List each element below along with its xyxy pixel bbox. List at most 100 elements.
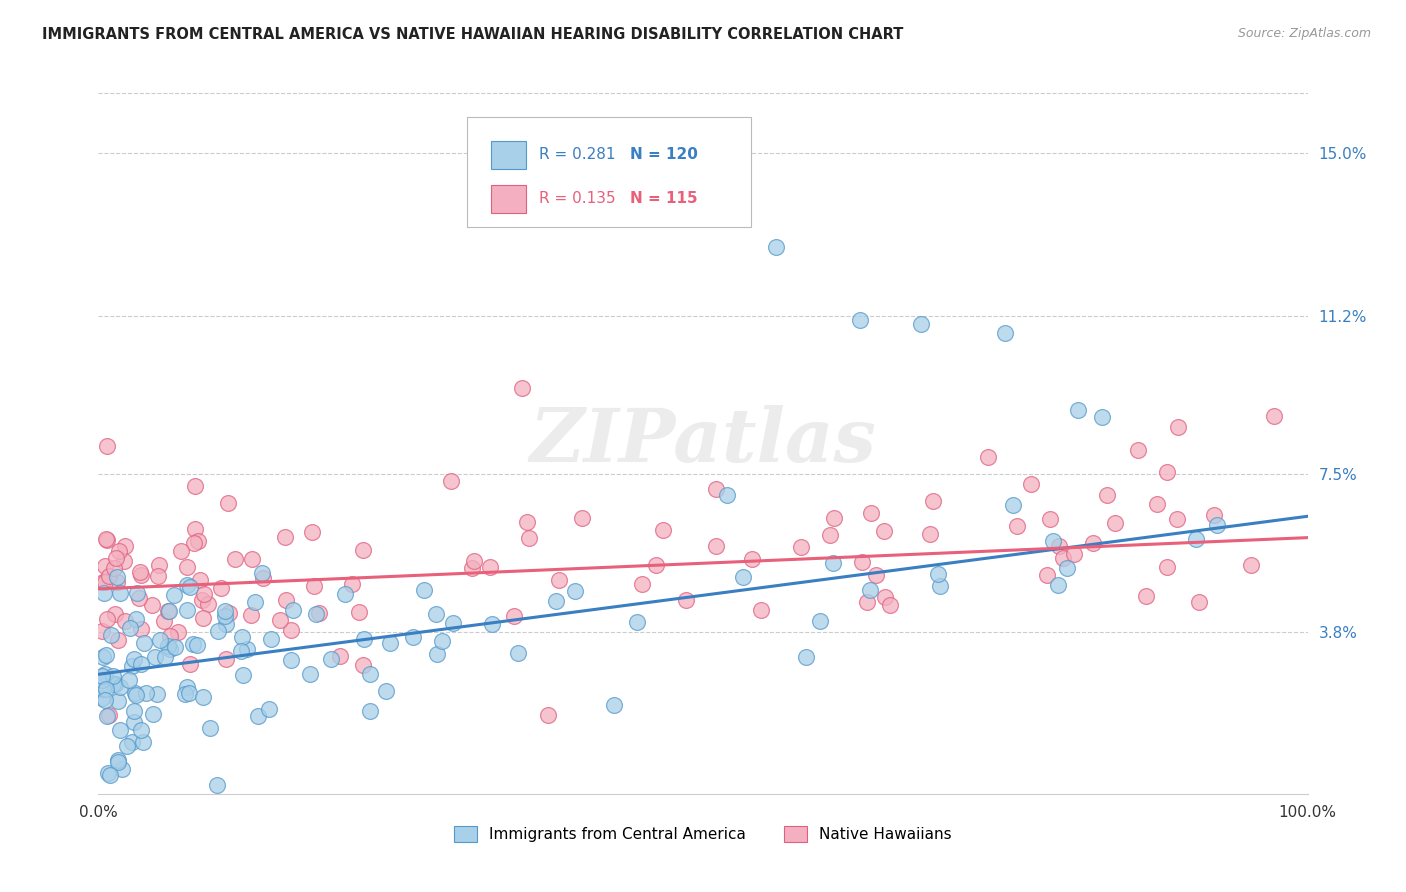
Point xyxy=(184,479,207,493)
Point xyxy=(198,721,221,735)
Point xyxy=(564,584,586,599)
Point xyxy=(103,561,125,575)
Point xyxy=(91,624,114,638)
FancyBboxPatch shape xyxy=(492,185,526,212)
Point xyxy=(176,603,198,617)
Point xyxy=(879,598,901,612)
Point xyxy=(298,666,321,681)
Point xyxy=(571,510,593,524)
Point xyxy=(927,567,949,582)
Point xyxy=(302,579,325,593)
Point xyxy=(1188,595,1211,609)
Point xyxy=(159,641,181,656)
Point xyxy=(97,707,120,722)
Point xyxy=(1135,589,1157,603)
Point xyxy=(129,568,152,582)
Point xyxy=(118,673,141,687)
Point xyxy=(188,573,211,587)
Point xyxy=(243,595,266,609)
Point xyxy=(1019,477,1042,491)
Point xyxy=(865,568,887,582)
Point xyxy=(359,666,381,681)
Point xyxy=(402,630,425,644)
FancyBboxPatch shape xyxy=(492,141,526,169)
Point xyxy=(179,580,201,594)
Point xyxy=(430,634,453,648)
Point xyxy=(626,615,648,629)
Point xyxy=(250,566,273,580)
Point xyxy=(274,530,297,544)
Point xyxy=(333,587,356,601)
Point xyxy=(125,688,148,702)
Point xyxy=(353,632,375,647)
Point xyxy=(1047,539,1070,553)
Point xyxy=(108,681,131,695)
Point xyxy=(503,608,526,623)
Point xyxy=(479,560,502,574)
Point xyxy=(129,622,152,636)
Point xyxy=(851,555,873,569)
Point xyxy=(153,614,176,628)
Point xyxy=(129,565,152,579)
Point xyxy=(875,591,897,605)
Point xyxy=(96,612,118,626)
Point xyxy=(174,687,197,701)
Text: N = 115: N = 115 xyxy=(630,191,697,206)
Point xyxy=(97,568,120,582)
Point xyxy=(280,623,302,637)
Point xyxy=(517,531,540,545)
Point xyxy=(93,585,115,599)
Point xyxy=(107,693,129,707)
Point xyxy=(121,659,143,673)
Point xyxy=(193,690,215,705)
Point xyxy=(716,488,738,502)
Point xyxy=(675,592,697,607)
Point xyxy=(855,594,877,608)
Point xyxy=(1167,420,1189,434)
Point xyxy=(994,326,1017,340)
Point xyxy=(142,706,165,721)
Point xyxy=(1036,568,1059,582)
Point xyxy=(94,693,117,707)
Point xyxy=(340,577,363,591)
Point xyxy=(440,474,463,488)
Point xyxy=(167,625,190,640)
Point xyxy=(236,642,259,657)
Point xyxy=(257,701,280,715)
Point xyxy=(1104,516,1126,531)
Point xyxy=(301,524,323,539)
Point xyxy=(751,603,773,617)
Point xyxy=(823,510,845,524)
Point xyxy=(516,516,538,530)
Point xyxy=(1005,519,1028,533)
Point xyxy=(240,607,263,622)
Point xyxy=(319,652,342,666)
Point xyxy=(631,577,654,591)
Point xyxy=(94,574,117,589)
Text: R = 0.281: R = 0.281 xyxy=(538,147,614,162)
Point xyxy=(548,573,571,587)
Point xyxy=(1039,512,1062,526)
Point xyxy=(224,552,246,566)
Point xyxy=(91,649,114,664)
Point xyxy=(163,588,186,602)
Text: ZIPatlas: ZIPatlas xyxy=(530,405,876,478)
Point xyxy=(1156,559,1178,574)
Point xyxy=(1046,578,1069,592)
Point xyxy=(132,636,155,650)
Point xyxy=(215,652,238,666)
Point xyxy=(193,587,215,601)
Point xyxy=(232,668,254,682)
Point xyxy=(186,638,208,652)
Point xyxy=(105,575,128,590)
Point xyxy=(269,613,291,627)
Point xyxy=(183,536,205,550)
Point xyxy=(91,668,114,682)
Point xyxy=(425,607,447,621)
Point xyxy=(91,673,114,687)
Point xyxy=(252,571,274,585)
Point xyxy=(1240,558,1263,573)
Point xyxy=(207,624,229,638)
Point xyxy=(97,766,120,780)
Point xyxy=(94,681,117,696)
